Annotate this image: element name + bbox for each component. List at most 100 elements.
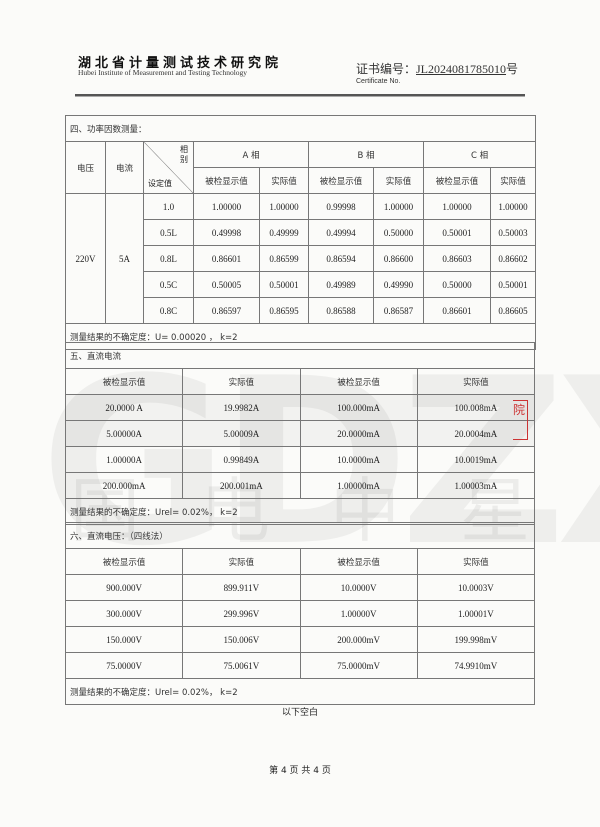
value-cell: 0.50001	[489, 271, 537, 298]
value-cell: 1.00001V	[416, 600, 536, 627]
section-title: 六、直流电压：（四线法）	[65, 522, 535, 549]
dc-current-table: 五、直流电流 被检显示值 实际值 被检显示值 实际值 20.0000 A 19.9982A 1…	[64, 342, 536, 525]
phase-b: B 相	[308, 141, 424, 168]
value-cell: 1.00003mA	[416, 472, 536, 499]
value-cell: 200.001mA	[182, 472, 301, 499]
cert-no: JL2024081785010	[416, 62, 507, 76]
certificate-number: 证书编号：JL2024081785010号	[356, 60, 518, 77]
value-cell: 19.9982A	[182, 394, 301, 421]
value-cell: 900.000V	[64, 574, 184, 601]
value-cell: 20.0000 A	[64, 394, 184, 421]
value-cell: 0.86599	[259, 245, 309, 272]
seal-stamp: 院	[513, 400, 528, 440]
value-cell: 1.00000mA	[299, 472, 418, 499]
value-cell: 20.0000mA	[299, 420, 418, 447]
voltage-cell: 220V	[65, 193, 106, 324]
value-cell: 0.86601	[423, 297, 491, 324]
column-header: 实际值	[416, 368, 536, 395]
value-cell: 75.0061V	[182, 652, 301, 679]
section-title: 五、直流电流	[65, 342, 535, 369]
value-cell: 1.00000A	[64, 446, 184, 473]
uncertainty: 测量结果的不确定度：Urel= 0.02%， k=2	[65, 678, 535, 705]
table-row: 5.00000A 5.00009A 20.0000mA 20.0004mA	[64, 420, 536, 447]
value-cell: 0.99849A	[182, 446, 301, 473]
table-row: 0.5L 0.49998 0.49999 0.49994 0.50000 0.50001 0…	[66, 219, 537, 246]
value-cell: 300.000V	[64, 600, 184, 627]
institute-name-cn: 湖北省计量测试技术研究院	[78, 56, 283, 71]
column-header: 被检显示值	[299, 548, 418, 575]
value-cell: 10.0003V	[416, 574, 536, 601]
blank-note: 以下空白	[281, 708, 318, 718]
value-cell: 75.0000V	[64, 652, 184, 679]
value-cell: 10.0000mA	[299, 446, 418, 473]
value-cell: 0.99998	[308, 193, 374, 220]
value-cell: 74.9910mV	[416, 652, 536, 679]
setpoint-cell: 0.8C	[143, 297, 194, 324]
value-cell: 0.86587	[373, 297, 424, 324]
column-header: 被检显示值	[64, 368, 184, 395]
value-cell: 0.49998	[193, 219, 260, 246]
sub-actual: 实际值	[489, 167, 537, 194]
column-header: 实际值	[182, 548, 301, 575]
value-cell: 0.49994	[308, 219, 374, 246]
value-cell: 1.00000	[373, 193, 424, 220]
value-cell: 0.50003	[489, 219, 537, 246]
sub-actual: 实际值	[373, 167, 424, 194]
table-row: 220V 5A 1.0 1.00000 1.00000 0.99998 1.00000 1.0…	[65, 193, 537, 324]
value-cell: 200.000mA	[64, 472, 184, 499]
value-cell: 0.50001	[423, 219, 491, 246]
value-cell: 1.00000	[423, 193, 491, 220]
uncertainty: 测量结果的不确定度：Urel= 0.02%， k=2	[65, 498, 535, 525]
current-cell: 5A	[105, 193, 144, 324]
value-cell: 100.000mA	[299, 394, 418, 421]
value-cell: 0.86600	[373, 245, 424, 272]
column-header: 实际值	[416, 548, 536, 575]
value-cell: 899.911V	[182, 574, 301, 601]
value-cell: 1.00000	[193, 193, 260, 220]
column-header: 实际值	[182, 368, 301, 395]
value-cell: 0.86603	[423, 245, 491, 272]
diag-bottom: 设定值	[148, 179, 172, 188]
column-header: 被检显示值	[64, 548, 184, 575]
value-cell: 0.86602	[489, 245, 537, 272]
phase-c: C 相	[422, 141, 537, 168]
dc-voltage-table: 六、直流电压：（四线法） 被检显示值 实际值 被检显示值 实际值 900.000V 899.…	[64, 522, 536, 705]
setpoint-cell: 0.5C	[143, 271, 194, 298]
value-cell: 0.86594	[308, 245, 374, 272]
value-cell: 1.00000V	[299, 600, 418, 627]
page-footer: 第 4 页 共 4 页	[269, 766, 331, 776]
table-row: 200.000mA 200.001mA 1.00000mA 1.00003mA	[64, 472, 536, 499]
sub-actual: 实际值	[259, 167, 309, 194]
value-cell: 0.50000	[373, 219, 424, 246]
value-cell: 75.0000mV	[299, 652, 418, 679]
sub-display: 被检显示值	[193, 167, 260, 194]
value-cell: 0.50005	[193, 271, 260, 298]
value-cell: 5.00009A	[182, 420, 301, 447]
cert-label-en: Certificate No.	[356, 78, 401, 85]
table-row: 0.8C 0.86597 0.86595 0.86588 0.86587 0.86601 0…	[66, 297, 537, 324]
sub-display: 被检显示值	[423, 167, 491, 194]
col-current: 电流	[105, 141, 144, 194]
value-cell: 100.008mA	[416, 394, 536, 421]
col-voltage: 电压	[65, 141, 106, 194]
table-row: 150.000V 150.006V 200.000mV 199.998mV	[64, 626, 536, 653]
power-factor-table: 四、功率因数测量： 电压 电流 相别 设定值 A 相 B 相 C 相 被检显示值…	[64, 115, 537, 350]
value-cell: 5.00000A	[64, 420, 184, 447]
value-cell: 0.86605	[489, 297, 537, 324]
phase-a: A 相	[193, 141, 309, 168]
value-cell: 299.996V	[182, 600, 301, 627]
institute-name-en: Hubei Institute of Measurement and Testi…	[78, 68, 248, 77]
cert-label: 证书编号：	[356, 62, 417, 76]
table-row: 0.5C 0.50005 0.50001 0.49989 0.49990 0.50000 0…	[66, 271, 537, 298]
value-cell: 1.00000	[259, 193, 309, 220]
value-cell: 0.86595	[259, 297, 309, 324]
section4-title: 四、功率因数测量：	[64, 115, 537, 142]
setpoint-cell: 0.8L	[143, 245, 194, 272]
value-cell: 0.49990	[373, 271, 424, 298]
value-cell: 10.0019mA	[416, 446, 536, 473]
diag-top: 相别	[180, 145, 188, 164]
table-row: 1.00000A 0.99849A 10.0000mA 10.0019mA	[64, 446, 536, 473]
value-cell: 199.998mV	[416, 626, 536, 653]
setpoint-cell: 1.0	[143, 193, 194, 220]
value-cell: 150.006V	[182, 626, 301, 653]
